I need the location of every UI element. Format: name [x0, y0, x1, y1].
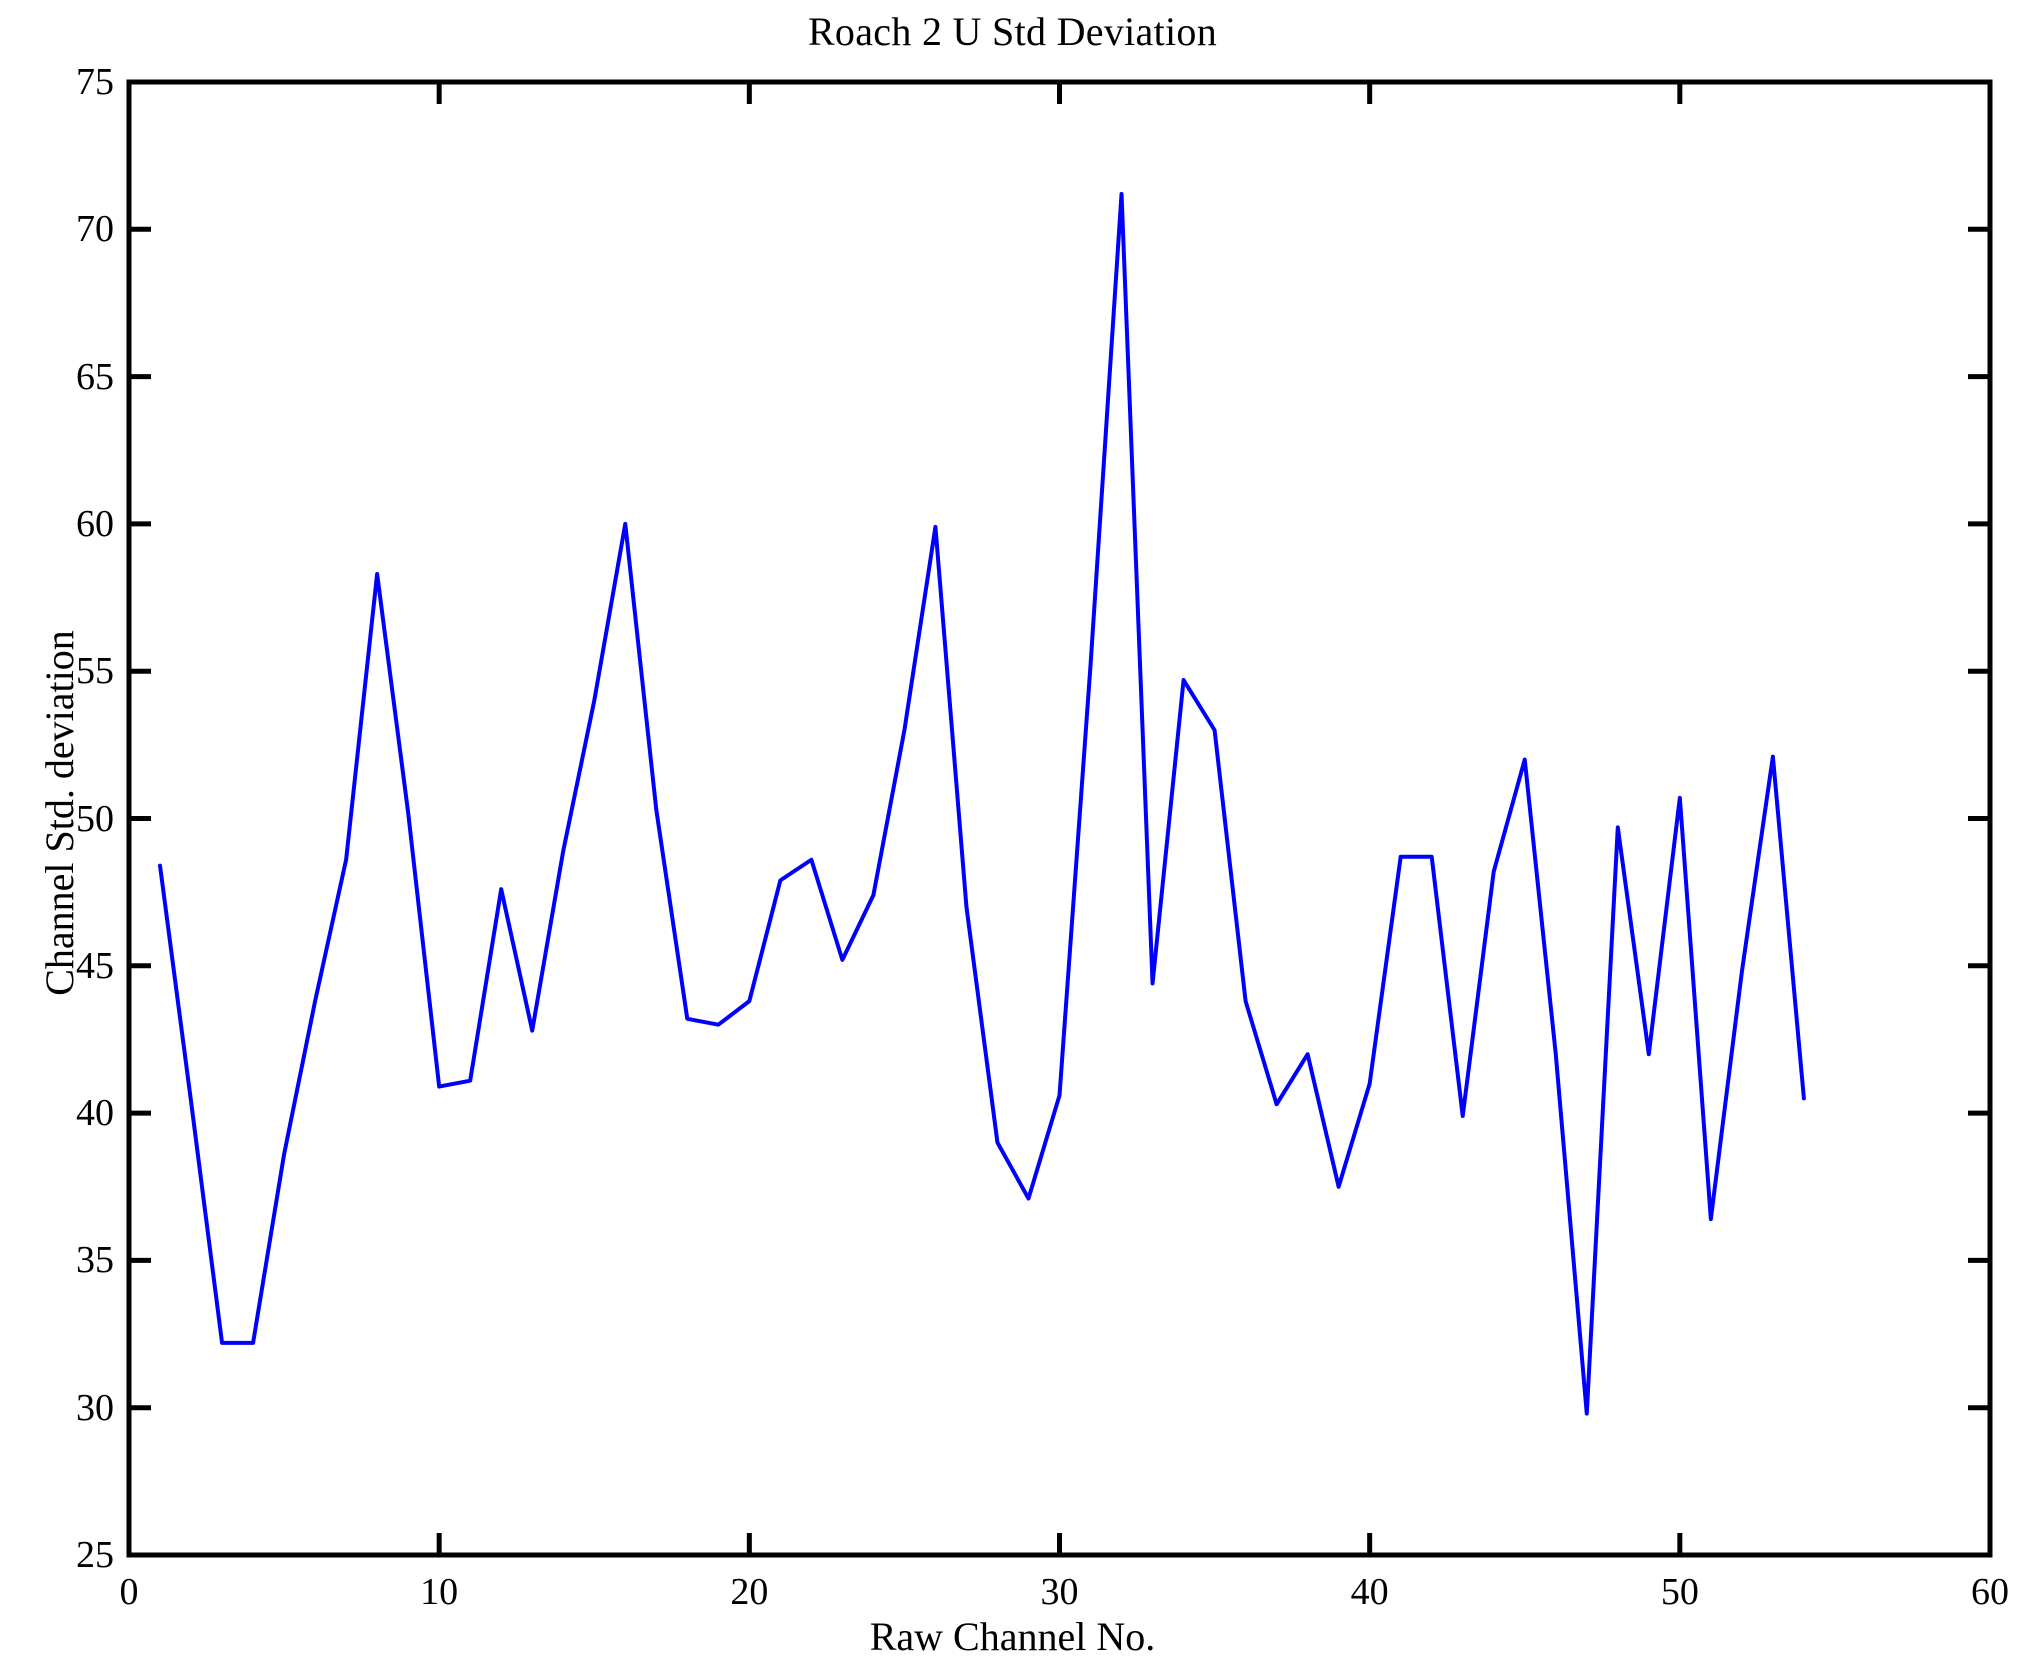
x-tick-label: 10: [420, 1571, 459, 1613]
y-tick-label: 75: [76, 61, 114, 103]
y-tick-label: 55: [76, 650, 114, 693]
y-tick-label: 25: [76, 1534, 114, 1576]
x-tick-label: 40: [1350, 1571, 1389, 1613]
x-tick-label: 20: [730, 1571, 769, 1613]
y-tick-label: 40: [76, 1092, 114, 1135]
y-tick-label: 70: [76, 208, 114, 251]
x-tick-label: 30: [1040, 1571, 1079, 1613]
x-tick-label: 0: [119, 1571, 139, 1613]
x-axis-title: Raw Channel No.: [869, 1614, 1156, 1659]
y-tick-label: 60: [76, 502, 114, 545]
chart-title: Roach 2 U Std Deviation: [807, 9, 1218, 54]
y-axis-title: Channel Std. deviation: [37, 630, 82, 996]
x-tick-label: 50: [1660, 1571, 1699, 1613]
y-tick-label: 35: [76, 1239, 114, 1282]
data-series-line: [158, 191, 1806, 1416]
y-tick-label: 30: [76, 1386, 114, 1429]
x-tick-label: 60: [1971, 1571, 2009, 1613]
y-tick-label: 65: [76, 355, 114, 398]
x-axis-ticks: [126, 82, 1993, 1555]
y-tick-label: 50: [76, 797, 114, 840]
y-tick-label: 45: [76, 944, 114, 987]
y-axis-ticks: [129, 79, 1990, 1558]
